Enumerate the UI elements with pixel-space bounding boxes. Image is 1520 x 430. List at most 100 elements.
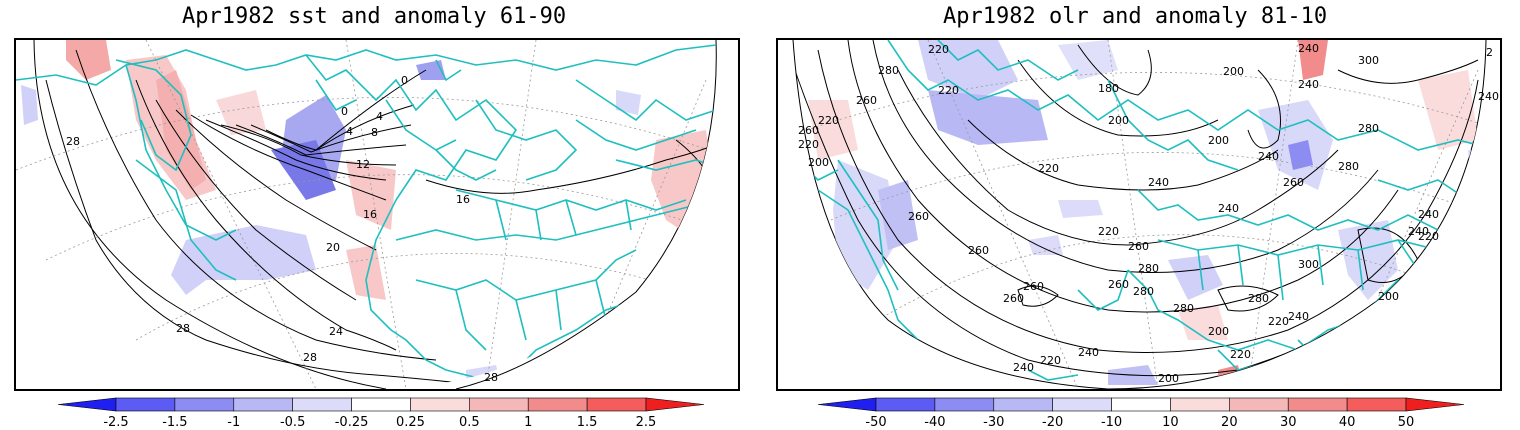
olr-colorbar-tick-label: -30: [983, 415, 1004, 430]
sst-contours: [45, 49, 717, 389]
contour-label: 300: [1358, 54, 1379, 67]
olr-colorbar-svg: -50 -40 -30 -20 -10 10 20 30 40 50: [817, 397, 1465, 430]
contour-label: 220: [1268, 315, 1289, 328]
sst-contour-labels: 28 0 0 4 8 4 12 16 16 20 24 28 28 28: [66, 74, 498, 384]
contour-label: 200: [808, 156, 829, 169]
contour-label: 200: [1208, 325, 1229, 338]
olr-colorbar-tick-label: -10: [1101, 415, 1122, 430]
contour-label: 240: [1418, 208, 1439, 221]
contour-label: 240: [1013, 361, 1034, 374]
contour-label: 260: [798, 124, 819, 137]
contour-label: 300: [1298, 258, 1319, 271]
sst-colorbar-tick-label: -1.5: [162, 415, 187, 430]
sst-colorbar-tick-label: -2.5: [103, 415, 128, 430]
contour-label: 260: [908, 210, 929, 223]
contour-label: 8: [371, 126, 378, 139]
olr-colorbar-swatch: [934, 397, 995, 412]
olr-colorbar-swatch: [1287, 397, 1348, 412]
olr-colorbar-swatch: [875, 397, 936, 412]
contour-label: 28: [66, 135, 80, 148]
contour-label: 4: [376, 110, 383, 123]
contour-label: 260: [1108, 278, 1129, 291]
contour-label: 260: [856, 94, 877, 107]
contour-label: 200: [1208, 134, 1229, 147]
contour-label: 280: [1133, 285, 1154, 298]
sst-colorbar-swatch: [351, 397, 411, 412]
sst-colorbar-swatch: [233, 397, 293, 412]
contour-label: 220: [1230, 348, 1251, 361]
olr-colorbar-swatch: [1170, 397, 1230, 412]
sst-colorbar: -2.5 -1.5 -1 -0.5 -0.25 0.25 0.5 1 1.5 2.5: [57, 396, 705, 430]
contour-label: 240: [1078, 346, 1099, 359]
contour-label: 260: [1023, 280, 1044, 293]
olr-colorbar-tick-label: 50: [1398, 415, 1415, 430]
olr-colorbar-tick-label: 10: [1162, 415, 1179, 430]
contour-label: 280: [878, 64, 899, 77]
sst-colorbar-swatch: [292, 397, 352, 412]
contour-label: 220: [938, 84, 959, 97]
contour-label: 240: [1148, 176, 1169, 189]
sst-colorbar-swatch: [469, 397, 529, 412]
sst-colorbar-swatch: [527, 397, 588, 412]
contour-label: 200: [1158, 372, 1179, 385]
sst-colorbar-tick-label: -1: [227, 415, 240, 430]
contour-label: 260: [1283, 176, 1304, 189]
olr-colorbar-swatch: [1052, 397, 1112, 412]
contour-label: 220: [1098, 225, 1119, 238]
olr-colorbar-tick-label: -50: [865, 415, 886, 430]
contour-label: 28: [484, 371, 498, 384]
sst-colorbar-high-triangle: [645, 397, 705, 412]
olr-colorbar: -50 -40 -30 -20 -10 10 20 30 40 50: [817, 396, 1465, 430]
contour-label: 4: [346, 125, 353, 138]
contour-label: 180: [1098, 82, 1119, 95]
contour-label: 240: [1258, 150, 1279, 163]
sst-colorbar-tick-label: 2.5: [636, 415, 657, 430]
sst-colorbar-low-triangle: [57, 397, 117, 412]
sst-colorbar-tick-label: -0.5: [280, 415, 305, 430]
contour-label: 200: [1378, 290, 1399, 303]
sst-colorbar-swatch: [586, 397, 647, 412]
contour-label: 28: [303, 351, 317, 364]
olr-colorbar-tick-label: -20: [1042, 415, 1063, 430]
contour-label: 260: [1128, 240, 1149, 253]
projection-boundary: [33, 40, 717, 389]
olr-colorbar-swatch: [1111, 397, 1171, 412]
contour-label: 220: [1038, 162, 1059, 175]
sst-colorbar-tick-label: 1: [524, 415, 532, 430]
olr-colorbar-high-triangle: [1405, 397, 1465, 412]
sst-colorbar-swatch: [174, 397, 235, 412]
contour-label: 200: [1108, 114, 1129, 127]
sst-colorbar-swatch: [115, 397, 176, 412]
sst-colorbar-swatch: [410, 397, 470, 412]
contour-label: 24: [329, 325, 343, 338]
contour-label: 240: [1478, 90, 1499, 103]
contour-label: 240: [1408, 225, 1429, 238]
contour-label: 240: [1288, 310, 1309, 323]
contour-label: 280: [1358, 122, 1379, 135]
olr-colorbar-tick-label: 40: [1339, 415, 1356, 430]
contour-label: 280: [1248, 292, 1269, 305]
olr-contour-labels: 280 220 240 2 260 220 200 300 180 260 22…: [798, 42, 1499, 385]
olr-panel-title: Apr1982 olr and anomaly 81-10: [943, 4, 1328, 29]
olr-colorbar-tick-label: 30: [1280, 415, 1297, 430]
contour-label: 2: [1486, 46, 1493, 59]
sst-colorbar-tick-label: 0.25: [396, 415, 425, 430]
sst-map-canvas: 28 0 0 4 8 4 12 16 16 20 24 28 28 28: [16, 40, 717, 389]
contour-label: 280: [1138, 262, 1159, 275]
contour-label: 260: [968, 244, 989, 257]
sst-colorbar-tick-label: 1.5: [577, 415, 598, 430]
contour-label: 20: [326, 241, 340, 254]
sst-colorbar-tick-label: 0.5: [459, 415, 480, 430]
contour-label: 16: [363, 208, 377, 221]
contour-label: 220: [818, 114, 839, 127]
olr-colorbar-tick-label: 20: [1221, 415, 1238, 430]
contour-label: 12: [356, 158, 370, 171]
contour-label: 220: [798, 138, 819, 151]
contour-label: 200: [1223, 65, 1244, 78]
olr-colorbar-swatch: [1346, 397, 1407, 412]
sst-map: 28 0 0 4 8 4 12 16 16 20 24 28 28 28: [14, 38, 740, 391]
contour-label: 0: [401, 74, 408, 87]
contour-label: 220: [1418, 230, 1439, 243]
olr-map-canvas: 280 220 240 2 260 220 200 300 180 260 22…: [792, 40, 1499, 389]
contour-label: 28: [176, 322, 190, 335]
